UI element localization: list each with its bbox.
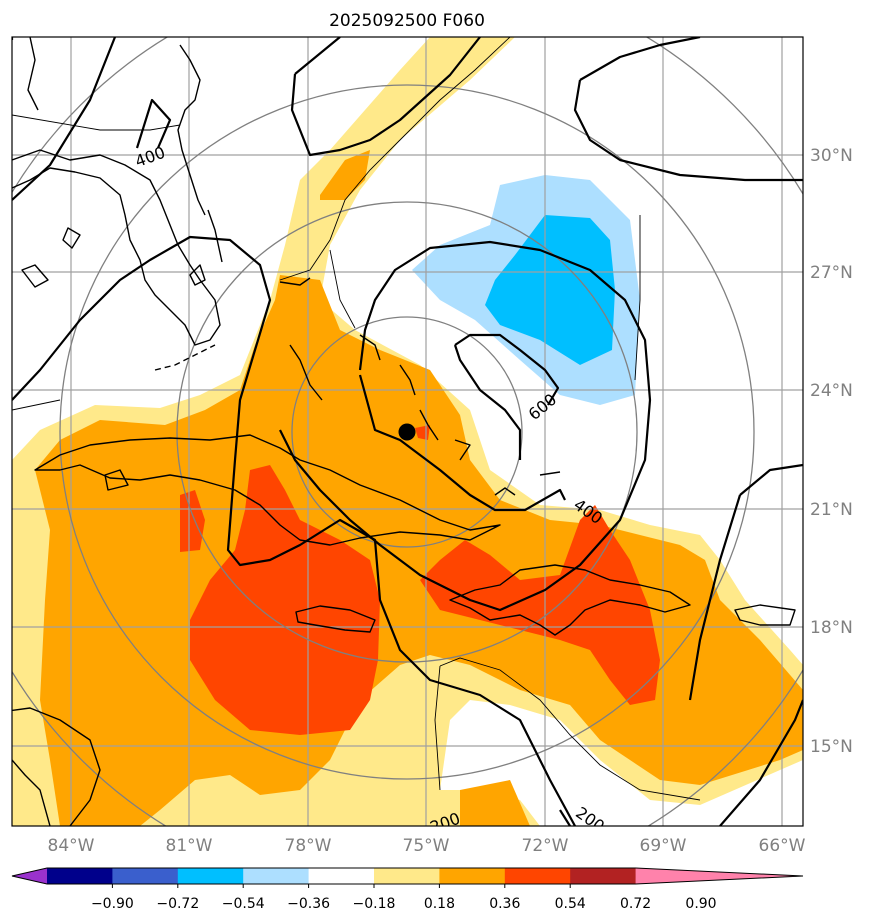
colorbar-segment [504,868,571,884]
colorbar-segment [47,868,113,884]
colorbar-outline [11,867,804,885]
map-frame [11,36,804,827]
lat-label: 24°N [810,381,853,401]
latitude-labels: 30°N 27°N 24°N 21°N 18°N 15°N [810,146,853,757]
colorbar-tick-label: 0.18 [424,896,455,912]
graticule [12,37,803,826]
longitude-labels: 84°W 81°W 78°W 75°W 72°W 69°W 66°W [48,836,806,856]
colorbar-tick-label: −0.90 [91,896,134,912]
coastlines [12,37,796,826]
lat-label: 27°N [810,263,853,283]
colorbar-segment [570,868,637,884]
lat-label: 21°N [810,500,853,520]
colorbar-segment [374,868,440,884]
figure-title: 2025092500 F060 [329,11,485,31]
height-contours [12,37,803,826]
lat-label: 30°N [810,146,853,166]
colorbar-segment [308,868,375,884]
lat-label: 15°N [810,737,853,757]
colorbar-extend-high [635,868,803,884]
lat-label: 18°N [810,618,853,638]
lon-label: 84°W [48,836,95,856]
colorbar-extend-low [12,868,47,884]
colorbar-segment [243,868,310,884]
borders [12,37,701,801]
colorbar-tick-label: −0.18 [353,896,396,912]
lon-label: 66°W [759,836,806,856]
map-area: 400 600 400 200 200 [12,37,803,826]
colorbar-segment [177,868,244,884]
colorbar-tick-label: 0.54 [555,896,586,912]
shade-red-orange [180,425,660,735]
colorbar-tick-label: 0.90 [685,896,716,912]
lon-label: 72°W [522,836,569,856]
colorbar-tick-label: 0.36 [489,896,520,912]
colorbar [11,867,804,888]
lon-label: 69°W [640,836,687,856]
colorbar-segment [112,868,179,884]
shade-deep-sky-blue [485,215,615,365]
colorbar-tick-label: −0.54 [222,896,265,912]
storm-center-marker [398,423,416,441]
colorbar-segment [439,868,506,884]
lon-label: 78°W [285,836,332,856]
range-rings [12,37,803,826]
colorbar-tick-label: −0.36 [287,896,330,912]
colorbar-tick-label: 0.72 [620,896,651,912]
lon-label: 81°W [166,836,213,856]
lon-label: 75°W [403,836,450,856]
colorbar-tick-label: −0.72 [156,896,199,912]
colorbar-labels: −0.90 −0.72 −0.54 −0.36 −0.18 0.18 0.36 … [91,896,717,912]
